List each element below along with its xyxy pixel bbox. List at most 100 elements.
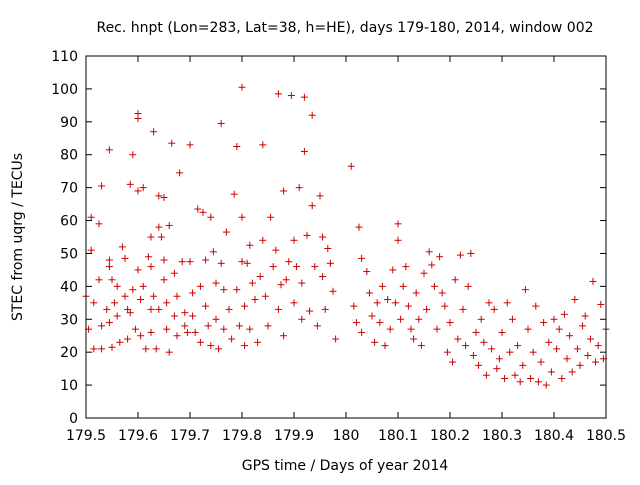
data-point: [300, 147, 308, 155]
data-point: [274, 90, 282, 98]
data-point: [332, 335, 340, 343]
x-tick-label: 180.2: [430, 428, 470, 444]
data-point: [256, 272, 264, 280]
data-point: [378, 282, 386, 290]
data-point: [553, 345, 561, 353]
data-point: [238, 258, 246, 266]
y-tick-label: 0: [69, 411, 78, 427]
data-point: [87, 246, 95, 254]
axis-ticks: 179.5 179.6 179.7 179.8 179.9 180 180.1 180.2 18…: [51, 49, 626, 444]
data-point: [407, 325, 415, 333]
data-point: [264, 322, 272, 330]
data-point: [105, 256, 113, 264]
data-point: [170, 269, 178, 277]
data-point: [207, 342, 215, 350]
data-point: [537, 358, 545, 366]
data-point: [165, 221, 173, 229]
data-point: [485, 299, 493, 307]
data-point: [186, 258, 194, 266]
x-tick-label: 179.7: [170, 428, 210, 444]
data-point: [126, 180, 134, 188]
data-point: [576, 361, 584, 369]
data-point: [410, 335, 418, 343]
data-point: [586, 335, 594, 343]
data-point: [451, 276, 459, 284]
data-point: [495, 355, 503, 363]
data-point: [147, 233, 155, 241]
data-point: [295, 184, 303, 192]
data-point: [519, 361, 527, 369]
data-point: [329, 287, 337, 295]
data-point: [108, 276, 116, 284]
data-point: [436, 253, 444, 261]
x-tick-label: 179.9: [274, 428, 314, 444]
data-point: [498, 328, 506, 336]
data-point: [592, 358, 600, 366]
data-point: [150, 128, 158, 136]
data-point: [259, 141, 267, 149]
data-point: [204, 322, 212, 330]
data-point: [558, 375, 566, 383]
plot-frame: [85, 55, 607, 419]
data-point: [137, 332, 145, 340]
data-point: [571, 296, 579, 304]
data-point: [433, 325, 441, 333]
data-point: [199, 208, 207, 216]
data-point: [402, 263, 410, 271]
data-point: [90, 299, 98, 307]
data-point: [391, 299, 399, 307]
data-point: [384, 296, 392, 304]
data-point: [230, 190, 238, 198]
data-point: [589, 277, 597, 285]
data-point: [202, 256, 210, 264]
data-point: [371, 338, 379, 346]
data-point: [126, 309, 134, 317]
data-point: [147, 305, 155, 313]
data-point: [139, 282, 147, 290]
data-point: [277, 281, 285, 289]
data-point: [566, 332, 574, 340]
data-point: [397, 315, 405, 323]
data-point: [155, 192, 163, 200]
data-point: [134, 266, 142, 274]
data-point: [246, 325, 254, 333]
data-point: [181, 322, 189, 330]
data-point: [272, 246, 280, 254]
data-point: [311, 263, 319, 271]
data-point: [321, 305, 329, 313]
data-point: [282, 276, 290, 284]
y-axis-label: STEC from uqrg / TECUs: [10, 153, 26, 321]
data-point: [300, 93, 308, 101]
data-point: [233, 286, 241, 294]
y-tick-label: 90: [60, 115, 78, 131]
data-point: [306, 307, 314, 315]
chart-title: Rec. hnpt (Lon=283, Lat=38, h=HE), days …: [96, 20, 593, 36]
y-tick-label: 30: [60, 312, 78, 328]
data-point: [173, 332, 181, 340]
data-point: [142, 345, 150, 353]
data-point: [194, 205, 202, 213]
data-point: [456, 251, 464, 259]
data-point: [573, 345, 581, 353]
y-tick-label: 60: [60, 214, 78, 230]
data-point: [202, 302, 210, 310]
y-tick-label: 50: [60, 246, 78, 262]
data-point: [563, 355, 571, 363]
data-point: [516, 378, 524, 386]
data-point: [191, 328, 199, 336]
x-tick-label: 180: [333, 428, 360, 444]
data-point: [303, 231, 311, 239]
data-point: [454, 335, 462, 343]
data-point: [412, 289, 420, 297]
data-point: [176, 169, 184, 177]
data-point: [261, 292, 269, 300]
data-point: [222, 228, 230, 236]
data-point: [472, 328, 480, 336]
data-point: [506, 348, 514, 356]
data-point: [581, 312, 589, 320]
data-point: [87, 213, 95, 221]
x-tick-label: 179.5: [66, 428, 106, 444]
data-point: [308, 111, 316, 119]
data-point: [534, 378, 542, 386]
